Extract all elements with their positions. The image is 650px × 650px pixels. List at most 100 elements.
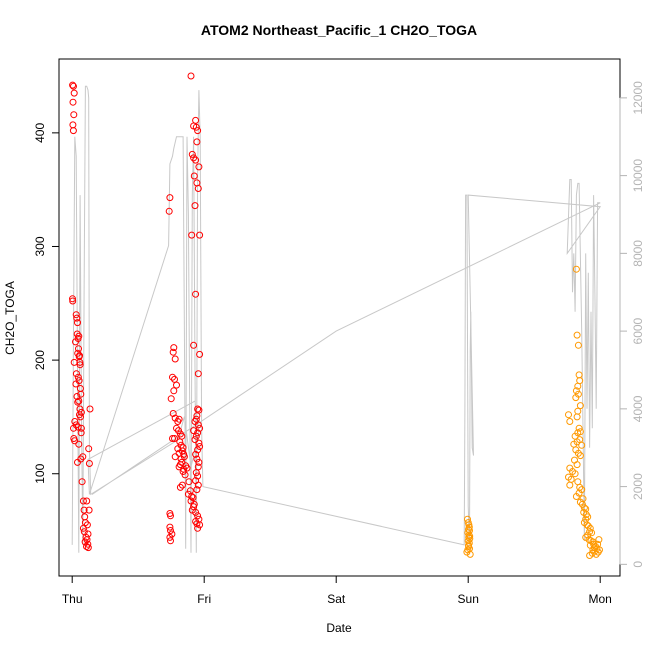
data-point-red [190, 154, 198, 162]
data-point-orange [572, 493, 580, 500]
x-tick-label: Thu [62, 592, 83, 606]
data-point-orange [571, 456, 578, 464]
data-point-orange [573, 461, 581, 469]
data-point-orange [574, 449, 582, 457]
data-point-red [80, 506, 88, 514]
data-point-red [175, 415, 183, 423]
data-point-red [72, 338, 79, 346]
data-point-red [83, 543, 90, 550]
data-point-red [194, 524, 202, 532]
data-point-red [168, 530, 176, 538]
data-point-red [74, 458, 81, 466]
data-point-red [70, 111, 78, 119]
data-point-red [166, 533, 174, 541]
data-point-red [176, 483, 184, 491]
data-point-red [193, 179, 201, 187]
data-point-orange [574, 478, 582, 486]
data-point-orange [574, 341, 582, 349]
altitude-line [71, 85, 602, 553]
data-point-red [72, 380, 80, 388]
data-point-red [190, 341, 198, 349]
x-tick-label: Sat [327, 592, 346, 606]
data-point-red [192, 508, 200, 516]
x-axis: Thu Fri Sat Sun Mon [62, 575, 612, 606]
plot-frame [58, 58, 621, 577]
data-point-red [69, 297, 77, 305]
data-point-red [77, 390, 85, 398]
data-point-red [167, 395, 175, 403]
data-point-red [71, 437, 79, 445]
data-point-red [70, 89, 78, 97]
data-point-red [73, 314, 81, 322]
data-point-red [173, 424, 180, 432]
data-point-red [183, 464, 191, 472]
data-point-red [192, 432, 200, 440]
data-point-orange [578, 441, 586, 449]
data-point-red [194, 370, 202, 378]
data-point-red [85, 445, 93, 453]
data-point-red [77, 413, 84, 421]
y2-tick-label: 10000 [631, 159, 645, 193]
data-point-red [196, 231, 204, 239]
data-point-orange [588, 529, 596, 537]
data-point-red [194, 185, 202, 192]
data-point-orange [464, 546, 472, 554]
data-point-orange [571, 470, 579, 478]
data-point-orange [566, 418, 574, 425]
data-point-orange [580, 504, 588, 512]
data-point-red [192, 116, 200, 124]
data-point-red [173, 381, 180, 389]
data-point-red [196, 350, 204, 358]
data-point-red [171, 435, 178, 442]
data-point-red [178, 481, 186, 489]
data-point-red [69, 295, 76, 303]
data-point-red [75, 397, 83, 405]
data-point-red [190, 172, 198, 180]
data-point-red [193, 486, 201, 494]
data-point-red [74, 319, 81, 327]
data-point-red [194, 446, 202, 454]
data-point-red [74, 398, 82, 406]
data-point-orange [565, 411, 572, 419]
data-point-red [188, 493, 196, 500]
data-point-red [175, 427, 182, 435]
data-point-red [73, 330, 81, 338]
data-point-red [196, 521, 204, 529]
data-point-red [190, 122, 198, 130]
data-point-red [165, 207, 173, 215]
data-point-orange [594, 540, 602, 548]
data-point-red [83, 521, 91, 529]
data-point-red [189, 494, 197, 502]
data-point-red [191, 202, 199, 210]
data-point-red [167, 537, 174, 545]
data-point-red [169, 410, 177, 417]
data-point-red [75, 332, 83, 340]
data-point-red [166, 194, 174, 202]
data-point-red [75, 345, 82, 353]
x-tick-label: Sun [458, 592, 479, 606]
data-point-red [79, 524, 87, 532]
data-point-red [69, 81, 77, 89]
scatter-points [69, 72, 603, 559]
y-tick-label: 400 [33, 123, 47, 143]
data-point-red [169, 373, 176, 381]
data-point-orange [595, 536, 603, 544]
data-point-red [166, 523, 174, 531]
data-point-red [78, 478, 86, 486]
data-point-orange [584, 531, 592, 539]
data-point-red [83, 497, 91, 505]
data-point-red [85, 460, 93, 467]
data-point-red [79, 497, 87, 505]
data-point-red [85, 506, 93, 514]
data-point-red [84, 544, 92, 552]
data-point-red [193, 455, 201, 463]
y-axis-right: 0 2000 4000 6000 8000 10000 12000 [619, 81, 645, 568]
data-point-red [74, 349, 82, 357]
data-point-orange [576, 402, 584, 410]
y-axis-label: CH2O_TOGA [3, 281, 17, 355]
data-point-orange [578, 500, 586, 508]
data-point-red [176, 438, 184, 446]
y2-tick-label: 12000 [631, 81, 645, 115]
data-point-red [181, 471, 189, 479]
data-point-red [83, 536, 91, 544]
